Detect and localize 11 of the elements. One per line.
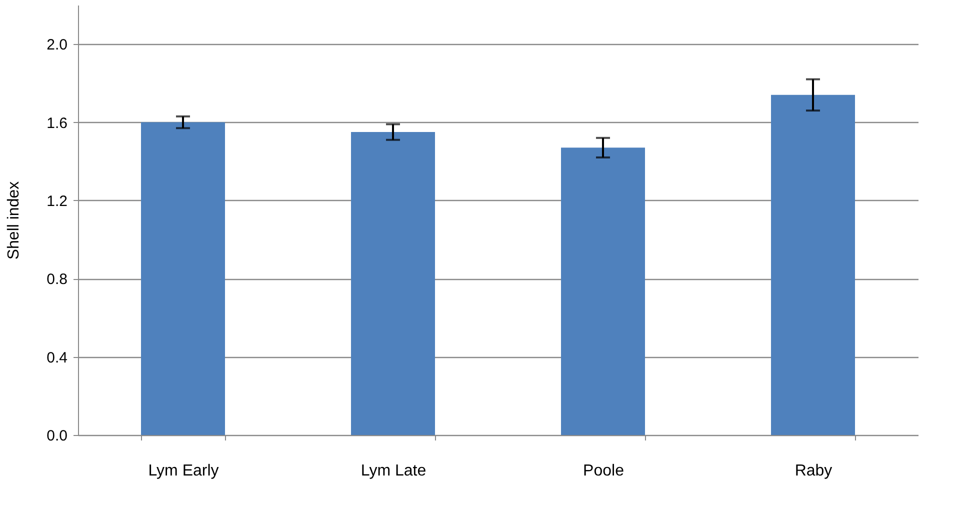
y-tick-label: 0.0 (46, 428, 68, 444)
y-axis-title: Shell index (6, 181, 23, 260)
y-tick-label: 0.4 (46, 349, 68, 366)
y-tick-label: 0.8 (46, 271, 68, 288)
y-tick-label: 2.0 (46, 36, 68, 54)
x-tick-label: Lym Early (148, 462, 219, 480)
y-tick-label: 1.6 (46, 114, 68, 132)
x-tick-label: Lym Late (360, 462, 426, 480)
y-tick-label: 1.2 (46, 192, 68, 210)
x-tick-label: Poole (583, 462, 624, 480)
x-tick-label: Raby (794, 462, 832, 480)
